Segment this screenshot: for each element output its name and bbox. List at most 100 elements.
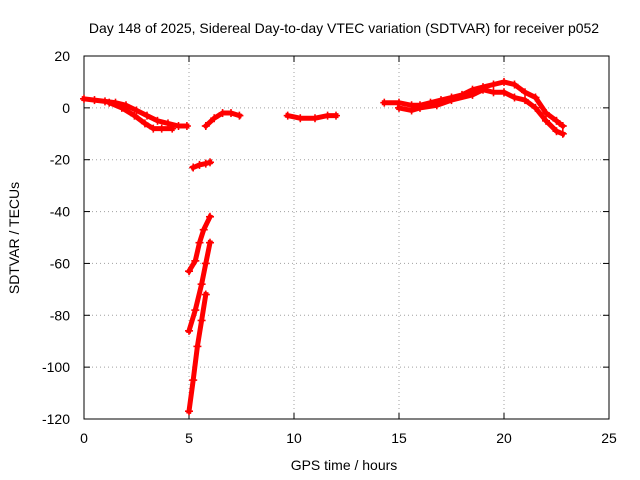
data-point: [235, 111, 244, 120]
data-point: [182, 122, 191, 131]
data-point: [206, 212, 214, 221]
series-arc-5: [185, 238, 214, 335]
data-point: [189, 376, 198, 385]
data-point: [185, 407, 193, 416]
data-point: [311, 114, 319, 123]
data-point: [531, 103, 540, 112]
series-track: [81, 96, 190, 129]
y-tick-label: -60: [50, 255, 70, 271]
data-point: [191, 256, 200, 265]
series-arc-10: [395, 85, 567, 138]
data-point: [189, 163, 198, 172]
y-tick-label: -100: [42, 359, 70, 375]
data-point: [468, 90, 477, 99]
x-tick-label: 10: [286, 430, 302, 446]
x-tick-label: 20: [496, 430, 512, 446]
data-point: [185, 326, 193, 335]
x-axis-label: GPS time / hours: [291, 457, 398, 473]
series-arc-9: [380, 77, 567, 131]
data-point: [199, 225, 208, 234]
y-tick-label: -120: [42, 411, 70, 427]
data-point: [201, 159, 210, 168]
data-point: [323, 111, 332, 120]
series-arc-4: [185, 212, 214, 276]
data-point: [117, 103, 126, 112]
data-point: [201, 259, 210, 268]
data-point: [510, 80, 519, 89]
data-point: [407, 106, 416, 115]
plot-frame: [83, 55, 610, 420]
data-point: [164, 119, 172, 128]
data-point: [558, 129, 567, 138]
data-point: [140, 119, 149, 128]
data-point: [201, 122, 210, 131]
x-tick-label: 5: [185, 430, 193, 446]
data-point: [206, 158, 214, 167]
x-tick-label: 0: [80, 430, 88, 446]
y-axis-label: SDTVAR / TECUs: [6, 182, 22, 294]
data-point: [558, 122, 567, 131]
series-arc-7: [201, 109, 244, 131]
data-point: [531, 93, 540, 102]
data-point: [416, 103, 424, 112]
series-arc-8: [283, 111, 340, 123]
data-point: [195, 160, 204, 169]
data-point: [227, 109, 235, 118]
data-point: [201, 290, 210, 299]
data-point: [105, 98, 114, 107]
data-point: [132, 106, 141, 115]
series-arc-3: [189, 158, 214, 172]
data-point: [489, 80, 498, 89]
series-track: [396, 87, 567, 138]
y-tick-label: -80: [50, 307, 70, 323]
data-point: [210, 114, 219, 123]
data-point: [447, 96, 456, 105]
series-arc-6: [185, 290, 210, 416]
data-point: [500, 88, 508, 97]
data-point: [143, 111, 151, 120]
y-tick-label: 0: [62, 100, 70, 116]
x-tick-label: 15: [391, 430, 407, 446]
series-track: [185, 239, 213, 334]
chart-title: Day 148 of 2025, Sidereal Day-to-day VTE…: [89, 20, 599, 36]
data-point: [149, 124, 158, 133]
data-point: [174, 122, 183, 131]
x-tick-labels: 0 5 10 15 20 25: [80, 430, 617, 446]
data-point: [552, 127, 561, 136]
data-point: [489, 88, 498, 97]
series-track: [186, 291, 209, 415]
y-tick-label: -40: [50, 204, 70, 220]
data-point: [542, 109, 550, 118]
series-arc-2: [105, 98, 177, 133]
data-point: [185, 267, 193, 276]
data-point: [157, 124, 166, 133]
data-point: [395, 103, 403, 112]
data-point: [332, 111, 340, 120]
data-point: [197, 316, 206, 325]
y-tick-labels: 20 0 -20 -40 -60 -80 -100 -120: [42, 48, 70, 427]
data-point: [80, 94, 88, 103]
data-point: [542, 116, 550, 125]
data-point: [500, 77, 508, 86]
data-point: [380, 98, 389, 107]
data-point: [283, 111, 292, 120]
grid-lines: [84, 56, 609, 419]
data-point: [510, 93, 519, 102]
data-point: [193, 342, 202, 351]
data-point: [130, 111, 139, 120]
data-point: [218, 109, 227, 118]
data-point: [552, 116, 561, 125]
data-point: [197, 280, 206, 289]
x-tick-label: 25: [601, 430, 617, 446]
axis-ticks: [83, 55, 610, 420]
data-point: [191, 306, 200, 315]
data-point: [153, 116, 162, 125]
data-point: [195, 238, 204, 247]
data-point: [521, 96, 529, 105]
data-point: [168, 124, 177, 133]
data-series: [80, 77, 567, 416]
data-point: [296, 114, 305, 123]
series-track: [105, 99, 175, 132]
series-arc-1: [80, 94, 191, 131]
